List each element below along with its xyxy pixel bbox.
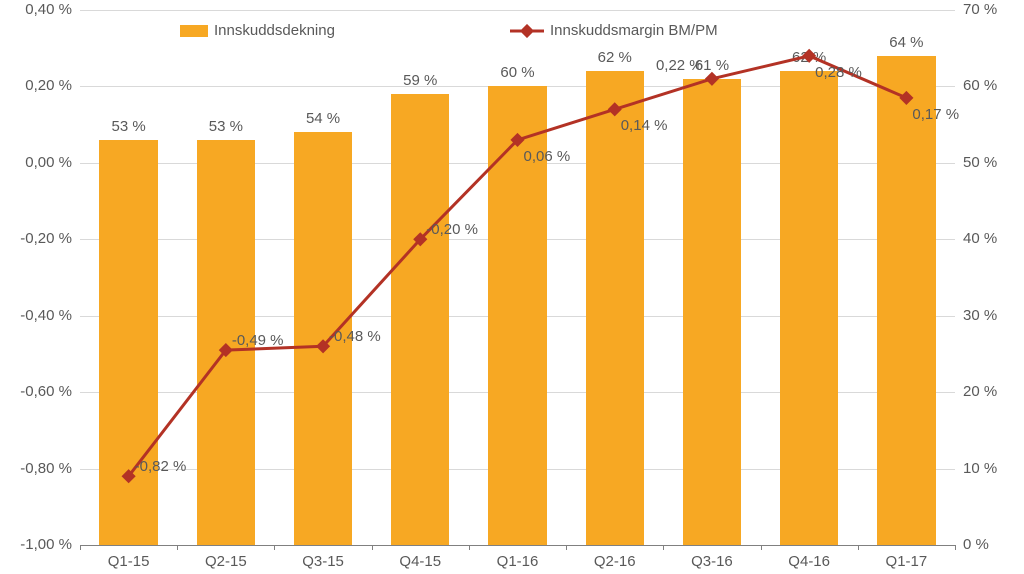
line-value-label: -0,49 % (232, 332, 284, 349)
line-value-label: 0,06 % (524, 148, 571, 165)
legend-line: Innskuddsmargin BM/PM (510, 22, 718, 39)
line-value-label: -0,82 % (135, 458, 187, 475)
line-series (0, 0, 1024, 574)
line-value-label: -0,20 % (426, 221, 478, 238)
line-marker (705, 72, 719, 86)
chart-container: -1,00 %-0,80 %-0,60 %-0,40 %-0,20 %0,00 … (0, 0, 1024, 574)
legend-bar-label: Innskuddsdekning (214, 22, 335, 39)
legend-line-label: Innskuddsmargin BM/PM (550, 22, 718, 39)
legend-bar-swatch (180, 25, 208, 37)
line-value-label: 0,28 % (815, 64, 862, 81)
line-marker (899, 91, 913, 105)
legend-line-swatch (510, 24, 544, 38)
line-marker (802, 49, 816, 63)
legend-bar: Innskuddsdekning (180, 22, 335, 39)
line-value-label: 0,22 % (656, 57, 703, 74)
line-value-label: 0,17 % (912, 106, 959, 123)
line-value-label: -0,48 % (329, 328, 381, 345)
line-marker (608, 102, 622, 116)
line-value-label: 0,14 % (621, 117, 668, 134)
